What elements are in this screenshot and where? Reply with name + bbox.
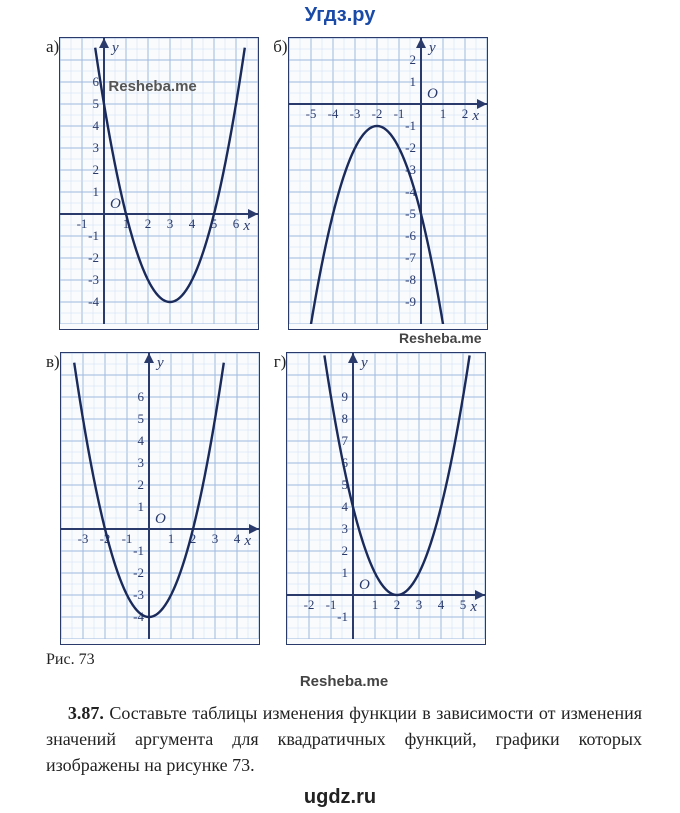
chart-b-watermark: Resheba.me <box>273 330 487 346</box>
svg-text:3: 3 <box>211 531 218 546</box>
chart-a-label: а) <box>46 37 59 57</box>
svg-text:-1: -1 <box>338 609 349 624</box>
svg-text:y: y <box>155 355 164 371</box>
header-site-link[interactable]: Угдз.ру <box>0 0 680 31</box>
svg-text:-4: -4 <box>327 106 338 121</box>
svg-text:x: x <box>243 533 251 549</box>
svg-text:-2: -2 <box>133 565 144 580</box>
svg-text:3: 3 <box>93 140 100 155</box>
svg-text:9: 9 <box>342 389 349 404</box>
svg-text:-1: -1 <box>326 597 337 612</box>
svg-text:x: x <box>243 218 251 234</box>
chart-d: -2-112345-1123456789Oxy <box>286 352 486 645</box>
svg-text:2: 2 <box>394 597 401 612</box>
chart-a: -1123456-4-3-2-1123456OxyResheba.me <box>59 37 259 330</box>
svg-text:-6: -6 <box>405 228 416 243</box>
svg-text:-8: -8 <box>405 272 416 287</box>
svg-text:-3: -3 <box>133 587 144 602</box>
svg-text:4: 4 <box>137 433 144 448</box>
charts-row-2: в) -3-2-11234-4-3-2-1123456Oxy Рис. 73 г… <box>46 346 642 671</box>
svg-text:-1: -1 <box>393 106 404 121</box>
svg-text:7: 7 <box>342 433 349 448</box>
task-text: 3.87. Составьте таблицы изменения функци… <box>46 692 642 782</box>
svg-text:4: 4 <box>93 118 100 133</box>
svg-text:Resheba.me: Resheba.me <box>109 78 197 95</box>
chart-c-label: в) <box>46 352 60 372</box>
chart-b-label: б) <box>273 37 287 57</box>
svg-text:3: 3 <box>416 597 423 612</box>
svg-text:4: 4 <box>342 499 349 514</box>
svg-text:O: O <box>110 196 121 212</box>
svg-text:-3: -3 <box>77 531 88 546</box>
svg-text:-7: -7 <box>405 250 416 265</box>
svg-text:x: x <box>471 108 479 124</box>
svg-text:3: 3 <box>167 216 174 231</box>
chart-b: -5-4-3-2-112-9-8-7-6-5-4-3-2-112Oxy <box>288 37 488 330</box>
svg-text:2: 2 <box>409 52 416 67</box>
svg-text:2: 2 <box>145 216 152 231</box>
task-body: Составьте таблицы изменения функции в за… <box>46 703 642 775</box>
svg-text:6: 6 <box>233 216 240 231</box>
svg-text:4: 4 <box>438 597 445 612</box>
svg-text:4: 4 <box>233 531 240 546</box>
svg-text:1: 1 <box>93 184 100 199</box>
svg-text:2: 2 <box>342 543 349 558</box>
chart-c: -3-2-11234-4-3-2-1123456Oxy <box>60 352 260 645</box>
svg-text:y: y <box>110 40 119 56</box>
svg-text:1: 1 <box>409 74 416 89</box>
svg-text:-1: -1 <box>88 228 99 243</box>
svg-text:-2: -2 <box>88 250 99 265</box>
mid-watermark: Resheba.me <box>46 671 642 692</box>
svg-text:-2: -2 <box>405 140 416 155</box>
svg-text:3: 3 <box>342 521 349 536</box>
svg-text:-3: -3 <box>349 106 360 121</box>
svg-text:-1: -1 <box>133 543 144 558</box>
svg-text:5: 5 <box>137 411 144 426</box>
svg-text:1: 1 <box>372 597 379 612</box>
svg-text:-1: -1 <box>121 531 132 546</box>
footer-site-link[interactable]: ugdz.ru <box>0 782 680 813</box>
svg-text:2: 2 <box>461 106 468 121</box>
svg-text:-3: -3 <box>88 272 99 287</box>
svg-text:O: O <box>359 577 370 593</box>
svg-text:1: 1 <box>342 565 349 580</box>
svg-text:1: 1 <box>167 531 174 546</box>
svg-text:-2: -2 <box>371 106 382 121</box>
svg-text:-2: -2 <box>304 597 315 612</box>
svg-text:y: y <box>427 40 436 56</box>
figure-label: Рис. 73 <box>46 645 260 671</box>
svg-text:O: O <box>155 511 166 527</box>
svg-text:2: 2 <box>137 477 144 492</box>
svg-text:-5: -5 <box>305 106 316 121</box>
charts-row-1: а) -1123456-4-3-2-1123456OxyResheba.me б… <box>46 31 642 346</box>
svg-text:1: 1 <box>137 499 144 514</box>
svg-text:x: x <box>470 599 478 615</box>
svg-text:3: 3 <box>137 455 144 470</box>
svg-text:1: 1 <box>439 106 446 121</box>
svg-text:-1: -1 <box>77 216 88 231</box>
svg-text:4: 4 <box>189 216 196 231</box>
chart-d-label: г) <box>274 352 287 372</box>
svg-text:5: 5 <box>460 597 467 612</box>
svg-text:-1: -1 <box>405 118 416 133</box>
svg-text:2: 2 <box>93 162 100 177</box>
svg-text:-9: -9 <box>405 294 416 309</box>
svg-text:6: 6 <box>137 389 144 404</box>
page-content: а) -1123456-4-3-2-1123456OxyResheba.me б… <box>0 31 680 782</box>
svg-text:O: O <box>427 86 438 102</box>
task-number: 3.87. <box>68 703 104 723</box>
svg-text:-4: -4 <box>88 294 99 309</box>
svg-text:y: y <box>359 355 368 371</box>
svg-text:5: 5 <box>93 96 100 111</box>
svg-text:-5: -5 <box>405 206 416 221</box>
svg-text:8: 8 <box>342 411 349 426</box>
